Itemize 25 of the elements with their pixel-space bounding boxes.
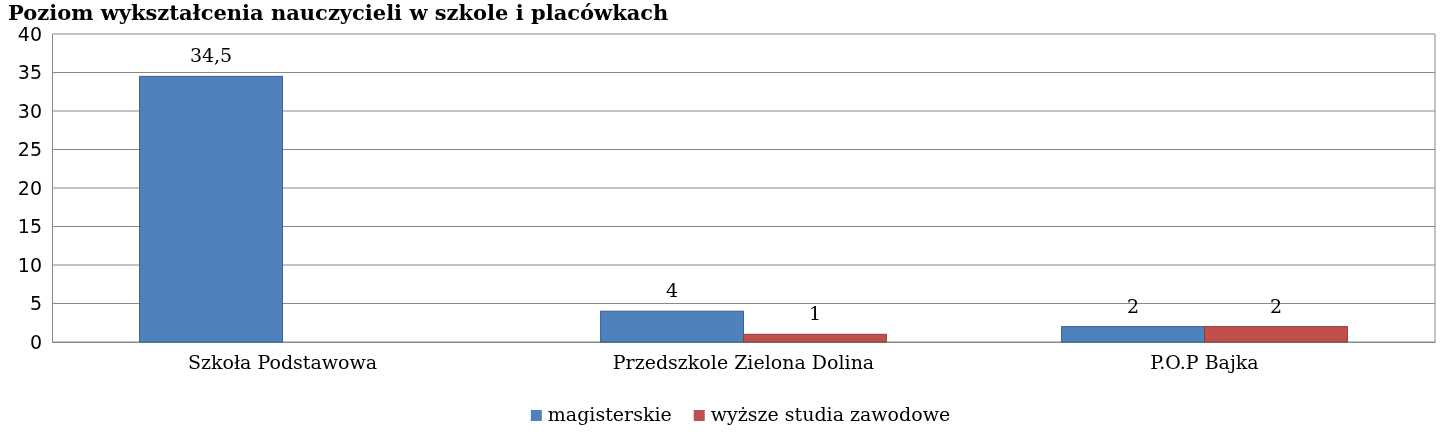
data-label: 2 [1269,294,1282,317]
y-tick-label: 25 [17,138,42,161]
bar [1061,326,1205,343]
y-tick-label: 15 [17,215,42,238]
data-label: 4 [666,279,679,302]
y-tick-label: 20 [17,176,42,199]
bar [743,333,887,343]
y-tick-label: 35 [17,61,42,84]
bar [600,310,744,343]
data-label: 34,5 [189,44,233,67]
data-label: 2 [1127,294,1140,317]
x-tick-label: Szkoła Podstawowa [187,351,378,374]
y-tick-label: 10 [17,253,42,276]
y-tick-label: 0 [29,330,42,353]
bar [1204,326,1348,343]
y-tick-label: 40 [17,22,42,45]
data-label: 1 [808,302,821,325]
y-tick-label: 30 [17,99,42,122]
legend-label: magisterskie [547,403,672,425]
y-tick-label: 5 [29,292,42,315]
x-tick-label: Przedszkole Zielona Dolina [612,351,875,374]
bar [139,75,283,343]
legend-label: wyższe studia zawodowe [710,403,951,425]
x-tick-label: P.O.P Bajka [1150,351,1259,374]
chart-title: Poziom wykształcenia nauczycieli w szkole i placówkach [8,0,669,25]
